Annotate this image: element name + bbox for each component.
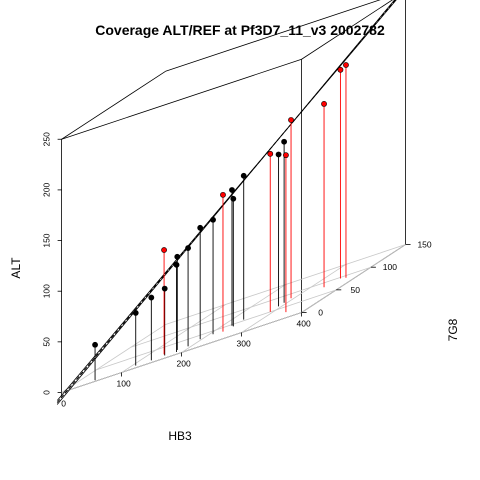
data-point [281, 138, 288, 145]
data-point [173, 261, 180, 268]
axis-ticks: 0 100 200 300 400 0 50 100 150 0 50 100 150 200 250 [42, 132, 432, 409]
x-tick-label: 200 [177, 359, 191, 369]
y-tick-label: 150 [417, 240, 431, 250]
data-point [240, 172, 247, 179]
data-point [161, 285, 168, 292]
data-point [229, 187, 235, 193]
x-axis-label: HB3 [168, 429, 192, 443]
z-tick-label: 150 [42, 233, 52, 247]
regression-line [56, 0, 396, 403]
data-point [185, 245, 191, 251]
z-tick-label: 0 [42, 390, 52, 395]
y-tick-label: 50 [351, 285, 361, 295]
box-edge [61, 70, 166, 140]
data-point [197, 224, 204, 231]
data-point [148, 294, 155, 301]
y-tick-label: 100 [383, 262, 397, 272]
box-edge [301, 0, 393, 60]
box-edge [61, 58, 302, 140]
grid-line-x [121, 304, 226, 373]
drop-lines [94, 65, 347, 381]
regression-line [56, 0, 396, 405]
x-tick-label: 400 [297, 319, 311, 329]
data-point [132, 309, 139, 316]
z-tick-label: 200 [42, 183, 52, 197]
data-point [343, 62, 349, 68]
data-point [275, 151, 282, 158]
chart-title: Coverage ALT/REF at Pf3D7_11_v3 2002782 [95, 22, 385, 38]
data-point [283, 152, 289, 159]
y-tick-label: 0 [318, 308, 323, 318]
data-point [161, 247, 167, 253]
x-tick-label: 100 [117, 379, 131, 389]
box-edge [165, 0, 381, 72]
grid-line-x [61, 324, 166, 393]
z-axis-label: ALT [9, 257, 23, 279]
data-point [220, 191, 226, 198]
z-tick-label: 250 [42, 132, 52, 146]
x-tick-label: 0 [61, 399, 66, 409]
x-tick-label: 300 [237, 339, 251, 349]
grid-line-y [130, 266, 372, 348]
z-tick-label: 100 [42, 284, 52, 298]
grid-line-x [301, 244, 406, 313]
regression-line [56, 0, 397, 401]
grid-line-x [241, 264, 346, 333]
z-tick-label: 50 [42, 337, 52, 347]
data-point [288, 117, 294, 123]
y-axis-label: 7G8 [446, 318, 460, 341]
data-point [174, 253, 181, 260]
data-points [92, 62, 349, 348]
regression-lines [56, 0, 397, 405]
data-point [230, 195, 237, 202]
data-point [337, 66, 344, 73]
grid-line-y [96, 289, 337, 371]
data-point [321, 101, 327, 107]
data-point [210, 216, 216, 223]
data-point [267, 150, 274, 157]
data-point [92, 341, 98, 348]
